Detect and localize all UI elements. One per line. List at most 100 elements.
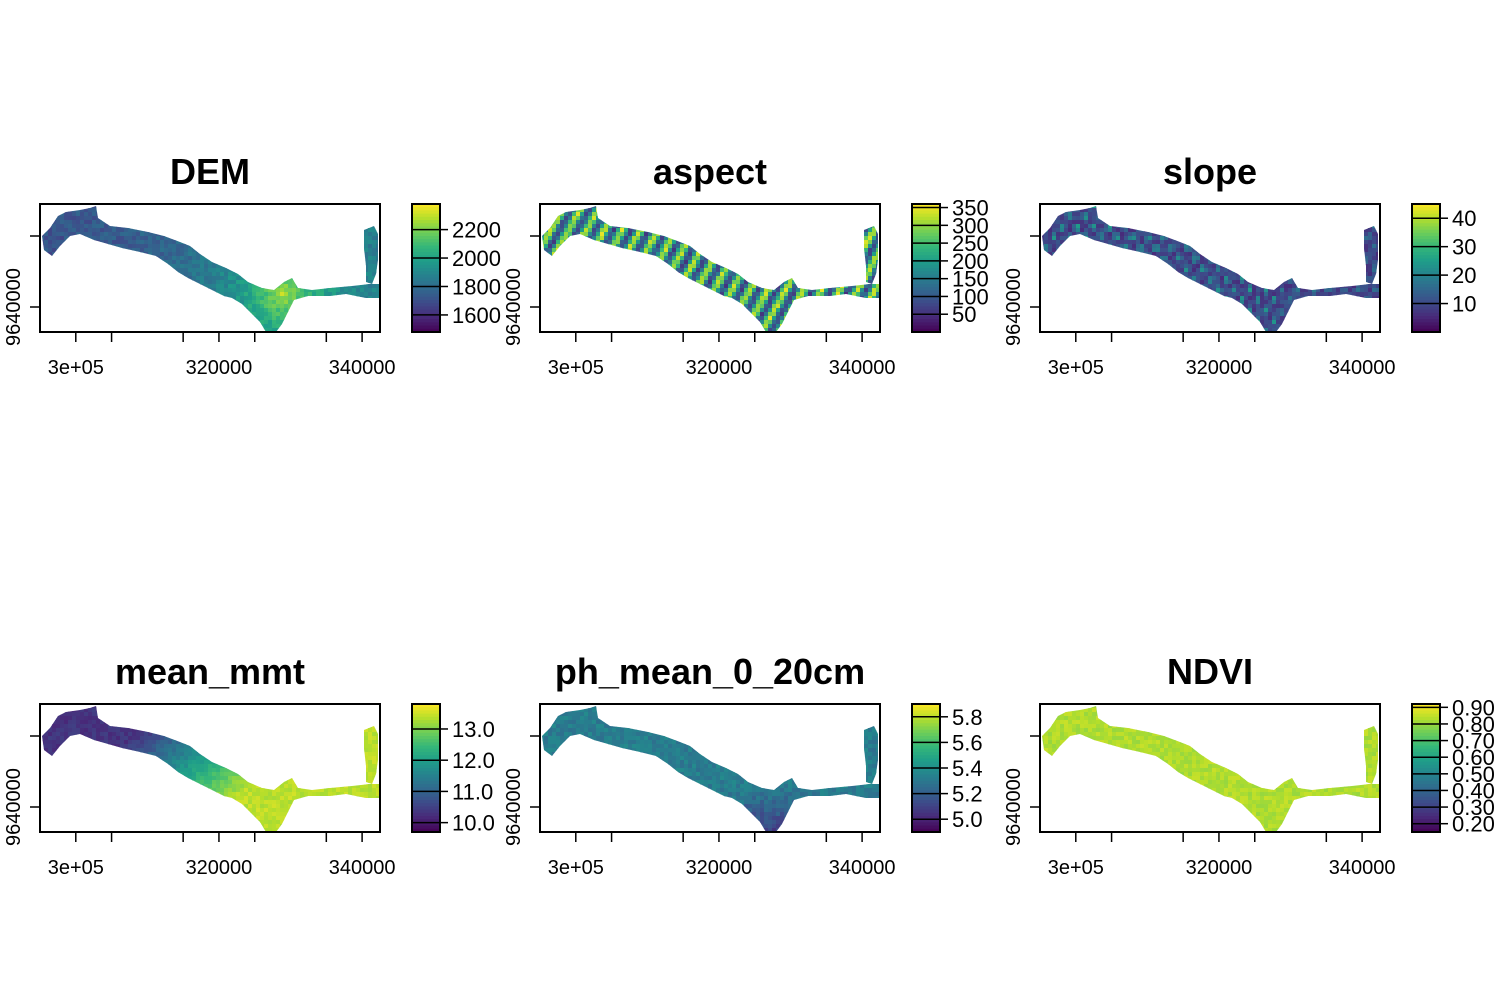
raster-cell: [336, 240, 341, 245]
raster-cell: [80, 220, 85, 225]
raster-cell: [688, 216, 693, 221]
raster-cell: [804, 208, 809, 213]
raster-cell: [660, 252, 665, 257]
raster-cell: [756, 240, 761, 245]
raster-cell: [340, 212, 345, 217]
raster-cell: [236, 260, 241, 265]
raster-cell: [628, 300, 633, 305]
raster-cell: [600, 284, 605, 289]
raster-cell: [652, 276, 657, 281]
raster-cell: [312, 308, 317, 313]
raster-cell: [152, 220, 157, 225]
raster-cell: [156, 232, 161, 237]
raster-cell: [672, 256, 677, 261]
raster-cell: [188, 256, 193, 261]
raster-cell: [348, 256, 353, 261]
raster-cell: [180, 276, 185, 281]
raster-cell: [248, 236, 253, 241]
raster-cell: [816, 256, 821, 261]
raster-cell: [64, 308, 69, 313]
raster-cell: [348, 308, 353, 313]
raster-cell: [872, 244, 877, 249]
raster-cell: [828, 248, 833, 253]
raster-cell: [232, 216, 237, 221]
raster-cell: [292, 236, 297, 241]
raster-cell: [672, 212, 677, 217]
raster-cell: [232, 324, 237, 329]
raster-cell: [364, 256, 369, 261]
raster-cell: [552, 216, 557, 221]
raster-cell: [796, 252, 801, 257]
raster-cell: [348, 224, 353, 229]
raster-cell: [564, 272, 569, 277]
raster-cell: [256, 224, 261, 229]
raster-cell: [248, 216, 253, 221]
raster-cell: [348, 232, 353, 237]
raster-cell: [280, 232, 285, 237]
raster-cell: [832, 300, 837, 305]
raster-cell: [284, 300, 289, 305]
raster-cell: [52, 264, 57, 269]
raster-cell: [580, 208, 585, 213]
raster-cell: [848, 208, 853, 213]
raster-cell: [588, 284, 593, 289]
raster-cell: [760, 284, 765, 289]
raster-cell: [300, 212, 305, 217]
raster-cell: [316, 248, 321, 253]
raster-cell: [80, 216, 85, 221]
raster-cell: [256, 312, 261, 317]
raster-cell: [176, 324, 181, 329]
raster-cell: [204, 252, 209, 257]
raster-cell: [304, 220, 309, 225]
raster-cell: [144, 304, 149, 309]
raster-cell: [240, 296, 245, 301]
raster-cell: [636, 244, 641, 249]
raster-cell: [712, 272, 717, 277]
raster-cell: [688, 224, 693, 229]
raster-cell: [168, 264, 173, 269]
raster-cell: [680, 300, 685, 305]
raster-cell: [636, 240, 641, 245]
raster-cell: [612, 276, 617, 281]
raster-cell: [760, 224, 765, 229]
raster-cell: [72, 232, 77, 237]
raster-cell: [796, 272, 801, 277]
raster-cell: [120, 208, 125, 213]
raster-cell: [272, 304, 277, 309]
raster-cell: [736, 240, 741, 245]
raster-cell: [576, 264, 581, 269]
raster-cell: [264, 240, 269, 245]
raster-cell: [124, 216, 129, 221]
raster-cell: [784, 304, 789, 309]
raster-cell: [624, 220, 629, 225]
raster-cell: [128, 212, 133, 217]
raster-cell: [832, 248, 837, 253]
raster-cell: [716, 248, 721, 253]
raster-cell: [368, 288, 373, 293]
raster-cell: [644, 228, 649, 233]
raster-cell: [784, 252, 789, 257]
raster-cell: [248, 212, 253, 217]
raster-cell: [248, 308, 253, 313]
raster-cell: [216, 300, 221, 305]
raster-cell: [344, 324, 349, 329]
raster-cell: [596, 208, 601, 213]
raster-cell: [796, 268, 801, 273]
raster-cell: [728, 260, 733, 265]
raster-cell: [596, 296, 601, 301]
raster-cell: [568, 280, 573, 285]
raster-cell: [644, 268, 649, 273]
raster-cell: [588, 216, 593, 221]
raster-cell: [752, 240, 757, 245]
raster-cell: [748, 288, 753, 293]
raster-cell: [76, 284, 81, 289]
raster-cell: [820, 244, 825, 249]
raster-cell: [812, 304, 817, 309]
raster-cell: [252, 288, 257, 293]
raster-cell: [44, 296, 49, 301]
raster-cell: [760, 288, 765, 293]
raster-cell: [160, 276, 165, 281]
raster-cell: [664, 244, 669, 249]
raster-cell: [156, 260, 161, 265]
raster-cell: [356, 260, 361, 265]
